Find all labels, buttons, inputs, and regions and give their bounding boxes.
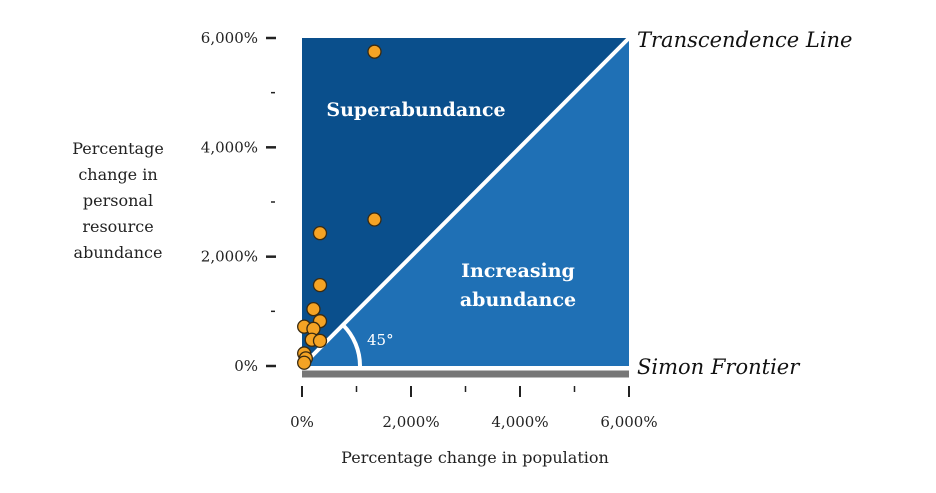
data-point-9: [312, 333, 328, 349]
transcendence-line: [300, 31, 636, 368]
data-point-1: [367, 212, 382, 227]
y-tick-label-0: 0%: [234, 357, 258, 375]
transcendence-line-label: Transcendence Line: [637, 28, 852, 52]
data-point-2: [312, 226, 328, 241]
y-axis: 0% 2,000% 4,000% 6,000%: [201, 29, 276, 375]
x-axis-title: Percentage change in population: [341, 448, 609, 467]
y-axis-title-line5: abundance: [74, 243, 163, 262]
y-axis-title-line4: resource: [82, 217, 153, 236]
data-points: [297, 44, 382, 370]
data-point-12: [297, 355, 312, 370]
x-tick-label-3: 6,000%: [600, 413, 657, 431]
x-axis: 0% 2,000% 4,000% 6,000%: [290, 386, 658, 431]
data-point-3: [312, 277, 328, 293]
angle-label: 45°: [367, 331, 394, 349]
x-tick-label-2: 4,000%: [491, 413, 548, 431]
y-tick-label-2: 4,000%: [201, 138, 258, 156]
x-tick-label-1: 2,000%: [382, 413, 439, 431]
y-axis-title-line2: change in: [78, 165, 157, 184]
angle-arc: [341, 323, 362, 367]
simon-frontier-label: Simon Frontier: [637, 355, 801, 379]
y-tick-label-3: 6,000%: [201, 29, 258, 47]
y-axis-title-line3: personal: [83, 191, 153, 210]
superabundance-label: Superabundance: [326, 99, 505, 121]
increasing-abundance-label-line1: Increasing: [461, 260, 575, 282]
data-point-4: [306, 301, 321, 317]
data-point-0: [367, 44, 382, 59]
increasing-abundance-label-line2: abundance: [460, 289, 576, 311]
x-tick-label-0: 0%: [290, 413, 314, 431]
y-tick-label-1: 2,000%: [201, 248, 258, 266]
y-axis-title-line1: Percentage: [72, 139, 164, 158]
